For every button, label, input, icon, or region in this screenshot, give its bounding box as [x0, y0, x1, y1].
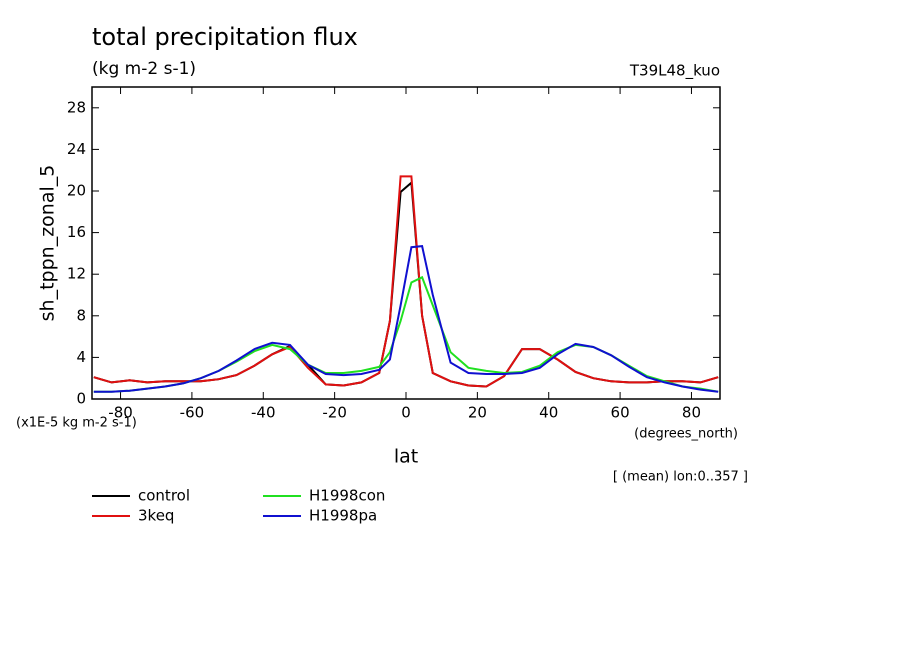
y-tick-label: 20: [67, 182, 86, 200]
x-tick-label: 20: [468, 404, 487, 422]
x-tick-label: -60: [180, 404, 205, 422]
x-tick-label: -40: [251, 404, 276, 422]
series-line: [93, 245, 719, 393]
legend-label: H1998con: [309, 487, 385, 505]
y-axis-label: sh_tppn_zonal_5: [37, 165, 59, 322]
x-tick-label: 0: [401, 404, 411, 422]
chart-title: total precipitation flux: [92, 23, 358, 51]
x-tick-label: 60: [611, 404, 630, 422]
x-units: (degrees_north): [634, 427, 738, 442]
x-tick-label: 40: [539, 404, 558, 422]
subtitle: (kg m-2 s-1): [92, 59, 196, 79]
x-axis-label: lat: [394, 446, 418, 468]
annotation: T39L48_kuo: [629, 62, 720, 81]
series-line: [93, 175, 719, 388]
legend-label: control: [138, 487, 190, 505]
y-tick-label: 28: [67, 98, 86, 116]
x-tick-label: -80: [108, 404, 133, 422]
legend-label: 3keq: [138, 507, 174, 525]
y-tick-label: 0: [76, 390, 86, 408]
y-tick-label: 24: [67, 140, 86, 158]
legend-label: H1998pa: [309, 507, 377, 525]
y-tick-label: 16: [67, 223, 86, 241]
footnote: [ (mean) lon:0..357 ]: [613, 470, 748, 485]
x-tick-label: -20: [322, 404, 347, 422]
y-tick-label: 12: [67, 265, 86, 283]
series-line: [93, 180, 719, 388]
plot-frame: [91, 86, 721, 400]
series-line: [93, 275, 719, 393]
y-tick-label: 8: [76, 306, 86, 324]
x-tick-label: 80: [682, 404, 701, 422]
y-units: (x1E-5 kg m-2 s-1): [16, 416, 137, 431]
y-tick-label: 4: [76, 348, 86, 366]
